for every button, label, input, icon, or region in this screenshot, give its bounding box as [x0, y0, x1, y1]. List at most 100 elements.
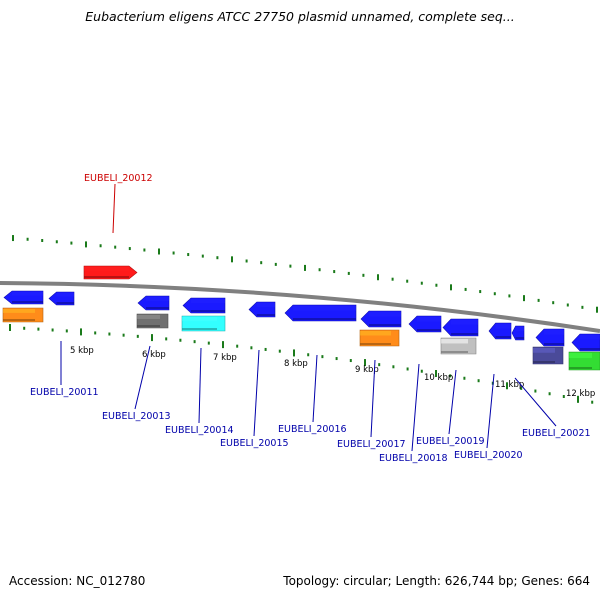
- inner-tick-marks: [9, 324, 594, 404]
- gene-label[interactable]: EUBELI_20015: [220, 438, 289, 449]
- gene-arrow-shadow: [146, 307, 169, 309]
- scale-label: 6 kbp: [142, 350, 166, 360]
- gene-arrow[interactable]: [137, 295, 170, 311]
- gene-arrow-highlight: [580, 335, 600, 340]
- gene-arrow[interactable]: [48, 291, 75, 306]
- gene-labels: EUBELI_20012 EUBELI_20011 EUBELI_20013 EUBE…: [30, 173, 591, 464]
- gene-arrow-shadow: [360, 343, 391, 345]
- gene-label[interactable]: EUBELI_20011: [30, 387, 99, 398]
- gene-arrow-highlight: [56, 293, 74, 297]
- gene-arrow[interactable]: [442, 318, 479, 337]
- gene-arrow-highlight: [256, 303, 275, 308]
- gene-arrow[interactable]: [568, 351, 600, 371]
- accession-text: Accession: NC_012780: [9, 574, 146, 588]
- gene-arrow-shadow: [544, 343, 564, 345]
- gene-arrow[interactable]: [359, 329, 400, 347]
- gene-arrow[interactable]: [284, 304, 357, 322]
- gene-label[interactable]: EUBELI_20014: [165, 425, 234, 436]
- gene-arrow-shadow: [182, 328, 217, 330]
- gene-arrow-highlight: [293, 306, 356, 311]
- gene-arrow-shadow: [515, 337, 524, 339]
- scale-label: 9 kbp: [355, 365, 379, 375]
- gene-arrow-highlight: [417, 317, 441, 322]
- gene-label-leader: [486, 373, 495, 449]
- scale-label: 11 kbp: [495, 380, 524, 390]
- gene-arrow[interactable]: [3, 290, 44, 305]
- gene-arrow-highlight: [146, 297, 169, 301]
- gene-arrow-shadow: [191, 310, 225, 312]
- gene-label[interactable]: EUBELI_20013: [102, 411, 171, 422]
- gene-arrow-shadow: [369, 324, 401, 326]
- gene-arrow-highlight: [137, 315, 160, 319]
- genome-summary-text: Topology: circular; Length: 626,744 bp; …: [283, 574, 590, 588]
- gene-arrow[interactable]: [182, 297, 226, 314]
- gene-label[interactable]: EUBELI_20020: [454, 450, 523, 461]
- gene-arrow-highlight: [182, 317, 217, 322]
- gene-arrow-highlight: [441, 339, 468, 344]
- scale-label: 12 kbp: [566, 389, 595, 399]
- gene-arrow[interactable]: [136, 313, 169, 329]
- gene-arrow[interactable]: [532, 346, 564, 365]
- gene-label-leader: [312, 354, 318, 423]
- gene-arrow[interactable]: [83, 265, 138, 280]
- gene-label[interactable]: EUBELI_20021: [522, 428, 591, 439]
- gene-arrow[interactable]: [535, 328, 565, 347]
- gene-arrow-highlight: [3, 309, 35, 313]
- gene-arrow-highlight: [495, 324, 511, 329]
- gene-arrow-highlight: [544, 330, 564, 335]
- map-title: Eubacterium eligens ATCC 27750 plasmid u…: [85, 9, 515, 24]
- gene-arrow-shadow: [3, 319, 35, 321]
- gene-arrow[interactable]: [440, 337, 477, 355]
- gene-features: [2, 265, 600, 371]
- gene-arrow-shadow: [12, 301, 43, 303]
- gene-arrow[interactable]: [488, 322, 512, 340]
- gene-arrow-shadow: [495, 336, 511, 338]
- plasmid-backbone: [0, 281, 600, 333]
- gene-arrow-shadow: [580, 348, 600, 350]
- gene-arrow-shadow: [293, 318, 356, 320]
- scale-label: 10 kbp: [424, 373, 453, 383]
- gene-arrow-highlight: [369, 312, 401, 317]
- gene-label-leader: [198, 347, 202, 424]
- gene-arrow-shadow: [533, 361, 555, 363]
- gene-arrow-shadow: [256, 314, 275, 316]
- gene-label[interactable]: EUBELI_20016: [278, 424, 347, 435]
- gene-arrow-highlight: [569, 353, 592, 359]
- gene-label[interactable]: EUBELI_20012: [84, 173, 153, 184]
- gene-label[interactable]: EUBELI_20018: [379, 453, 448, 464]
- gene-label-leader: [514, 377, 557, 427]
- gene-arrow[interactable]: [248, 301, 276, 318]
- gene-arrow-shadow: [441, 351, 468, 353]
- gene-arrow[interactable]: [360, 310, 402, 328]
- gene-arrow-shadow: [84, 276, 129, 278]
- gene-arrow[interactable]: [181, 315, 226, 332]
- gene-arrow-shadow: [451, 333, 478, 335]
- gene-arrow-highlight: [451, 320, 478, 325]
- gene-label-leader: [411, 363, 420, 452]
- gene-arrow-highlight: [533, 348, 555, 353]
- gene-arrow-highlight: [360, 331, 391, 336]
- gene-label-leader: [448, 369, 457, 435]
- gene-label[interactable]: EUBELI_20017: [337, 439, 406, 450]
- gene-label-leader: [370, 359, 376, 438]
- gene-arrow[interactable]: [571, 333, 600, 352]
- gene-arrow-highlight: [12, 292, 43, 296]
- gene-arrow-shadow: [56, 302, 74, 304]
- gene-label-leader: [253, 349, 260, 437]
- gene-arrow[interactable]: [408, 315, 442, 333]
- gene-label-leader: [134, 345, 151, 410]
- gene-arrow-shadow: [137, 325, 160, 327]
- gene-arrow-shadow: [417, 329, 441, 331]
- scale-label: 5 kbp: [70, 346, 94, 356]
- gene-arrow-shadow: [569, 367, 592, 369]
- outer-tick-marks: [12, 235, 598, 313]
- scale-label: 7 kbp: [213, 353, 237, 363]
- gene-arrow[interactable]: [2, 307, 44, 323]
- gene-label[interactable]: EUBELI_20019: [416, 436, 485, 447]
- scale-labels: 5 kbp 6 kbp 7 kbp 8 kbp 9 kbp 10 kbp 11 kbp 12 …: [70, 346, 595, 399]
- gene-arrow[interactable]: [511, 325, 525, 341]
- gene-label-leader: [112, 183, 116, 234]
- scale-label: 8 kbp: [284, 359, 308, 369]
